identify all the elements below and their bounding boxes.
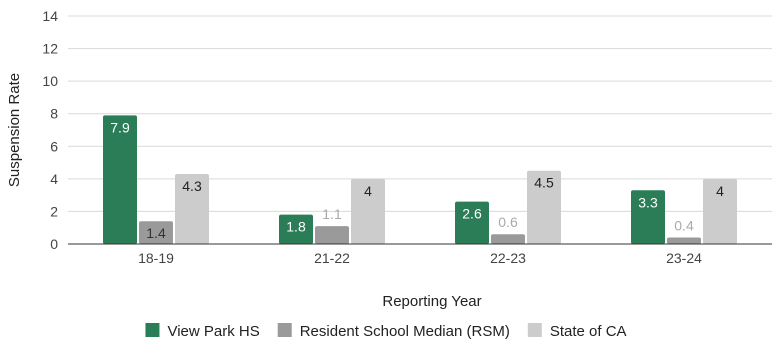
- legend-swatch: [277, 323, 292, 337]
- legend-item: View Park HS: [145, 323, 260, 340]
- x-tick-label: 22-23: [490, 250, 526, 266]
- y-tick-label: 12: [42, 41, 58, 57]
- data-label: 4: [716, 183, 724, 199]
- data-label: 7.9: [110, 119, 130, 135]
- y-tick-label: 2: [50, 203, 58, 219]
- bar: [351, 178, 385, 244]
- bar: [103, 115, 137, 244]
- data-label: 4.5: [534, 175, 554, 191]
- legend-item: Resident School Median (RSM): [277, 323, 510, 340]
- data-label: 0.4: [674, 217, 694, 233]
- data-label: 2.6: [462, 206, 482, 222]
- y-tick-label: 4: [50, 171, 58, 187]
- x-axis-ticks: 18-19 21-22 22-23 23-24: [138, 250, 702, 266]
- data-label: 3.3: [638, 194, 658, 210]
- data-label: 1.8: [286, 219, 306, 235]
- data-label: 1.4: [146, 225, 166, 241]
- y-axis-ticks: 0 2 4 6 8 10 12 14: [42, 8, 58, 252]
- y-tick-label: 6: [50, 138, 58, 154]
- legend-label: Resident School Median (RSM): [300, 323, 510, 340]
- bar: [175, 173, 209, 244]
- data-label: 4.3: [182, 178, 202, 194]
- bar: [703, 178, 737, 244]
- legend-swatch: [145, 323, 160, 337]
- x-axis-title: Reporting Year: [382, 293, 481, 310]
- data-label: 4: [364, 183, 372, 199]
- bar: [139, 221, 173, 244]
- x-tick-label: 23-24: [666, 250, 702, 266]
- y-tick-label: 8: [50, 106, 58, 122]
- bar: [279, 214, 313, 244]
- legend-label: State of CA: [550, 323, 627, 340]
- y-tick-label: 14: [42, 8, 58, 24]
- data-labels: 7.9 1.4 4.3 1.8 1.1 4 2.6 0.6 4.5 3.3 0.4 4: [110, 119, 724, 241]
- legend: View Park HS Resident School Median (RSM)…: [145, 323, 627, 340]
- data-label: 1.1: [322, 206, 342, 222]
- data-label: 0.6: [498, 214, 518, 230]
- bars: [103, 115, 737, 244]
- bar: [667, 237, 701, 244]
- x-tick-label: 21-22: [314, 250, 350, 266]
- x-tick-label: 18-19: [138, 250, 174, 266]
- y-tick-label: 0: [50, 236, 58, 252]
- bar: [491, 234, 525, 244]
- y-tick-label: 10: [42, 73, 58, 89]
- bar: [455, 201, 489, 244]
- legend-label: View Park HS: [167, 323, 259, 340]
- legend-item: State of CA: [527, 323, 627, 340]
- bar: [315, 226, 349, 244]
- legend-swatch: [527, 323, 542, 337]
- gridlines: [68, 15, 772, 212]
- bar: [631, 190, 665, 244]
- y-axis-title: Suspension Rate: [6, 73, 23, 187]
- bar: [527, 170, 561, 244]
